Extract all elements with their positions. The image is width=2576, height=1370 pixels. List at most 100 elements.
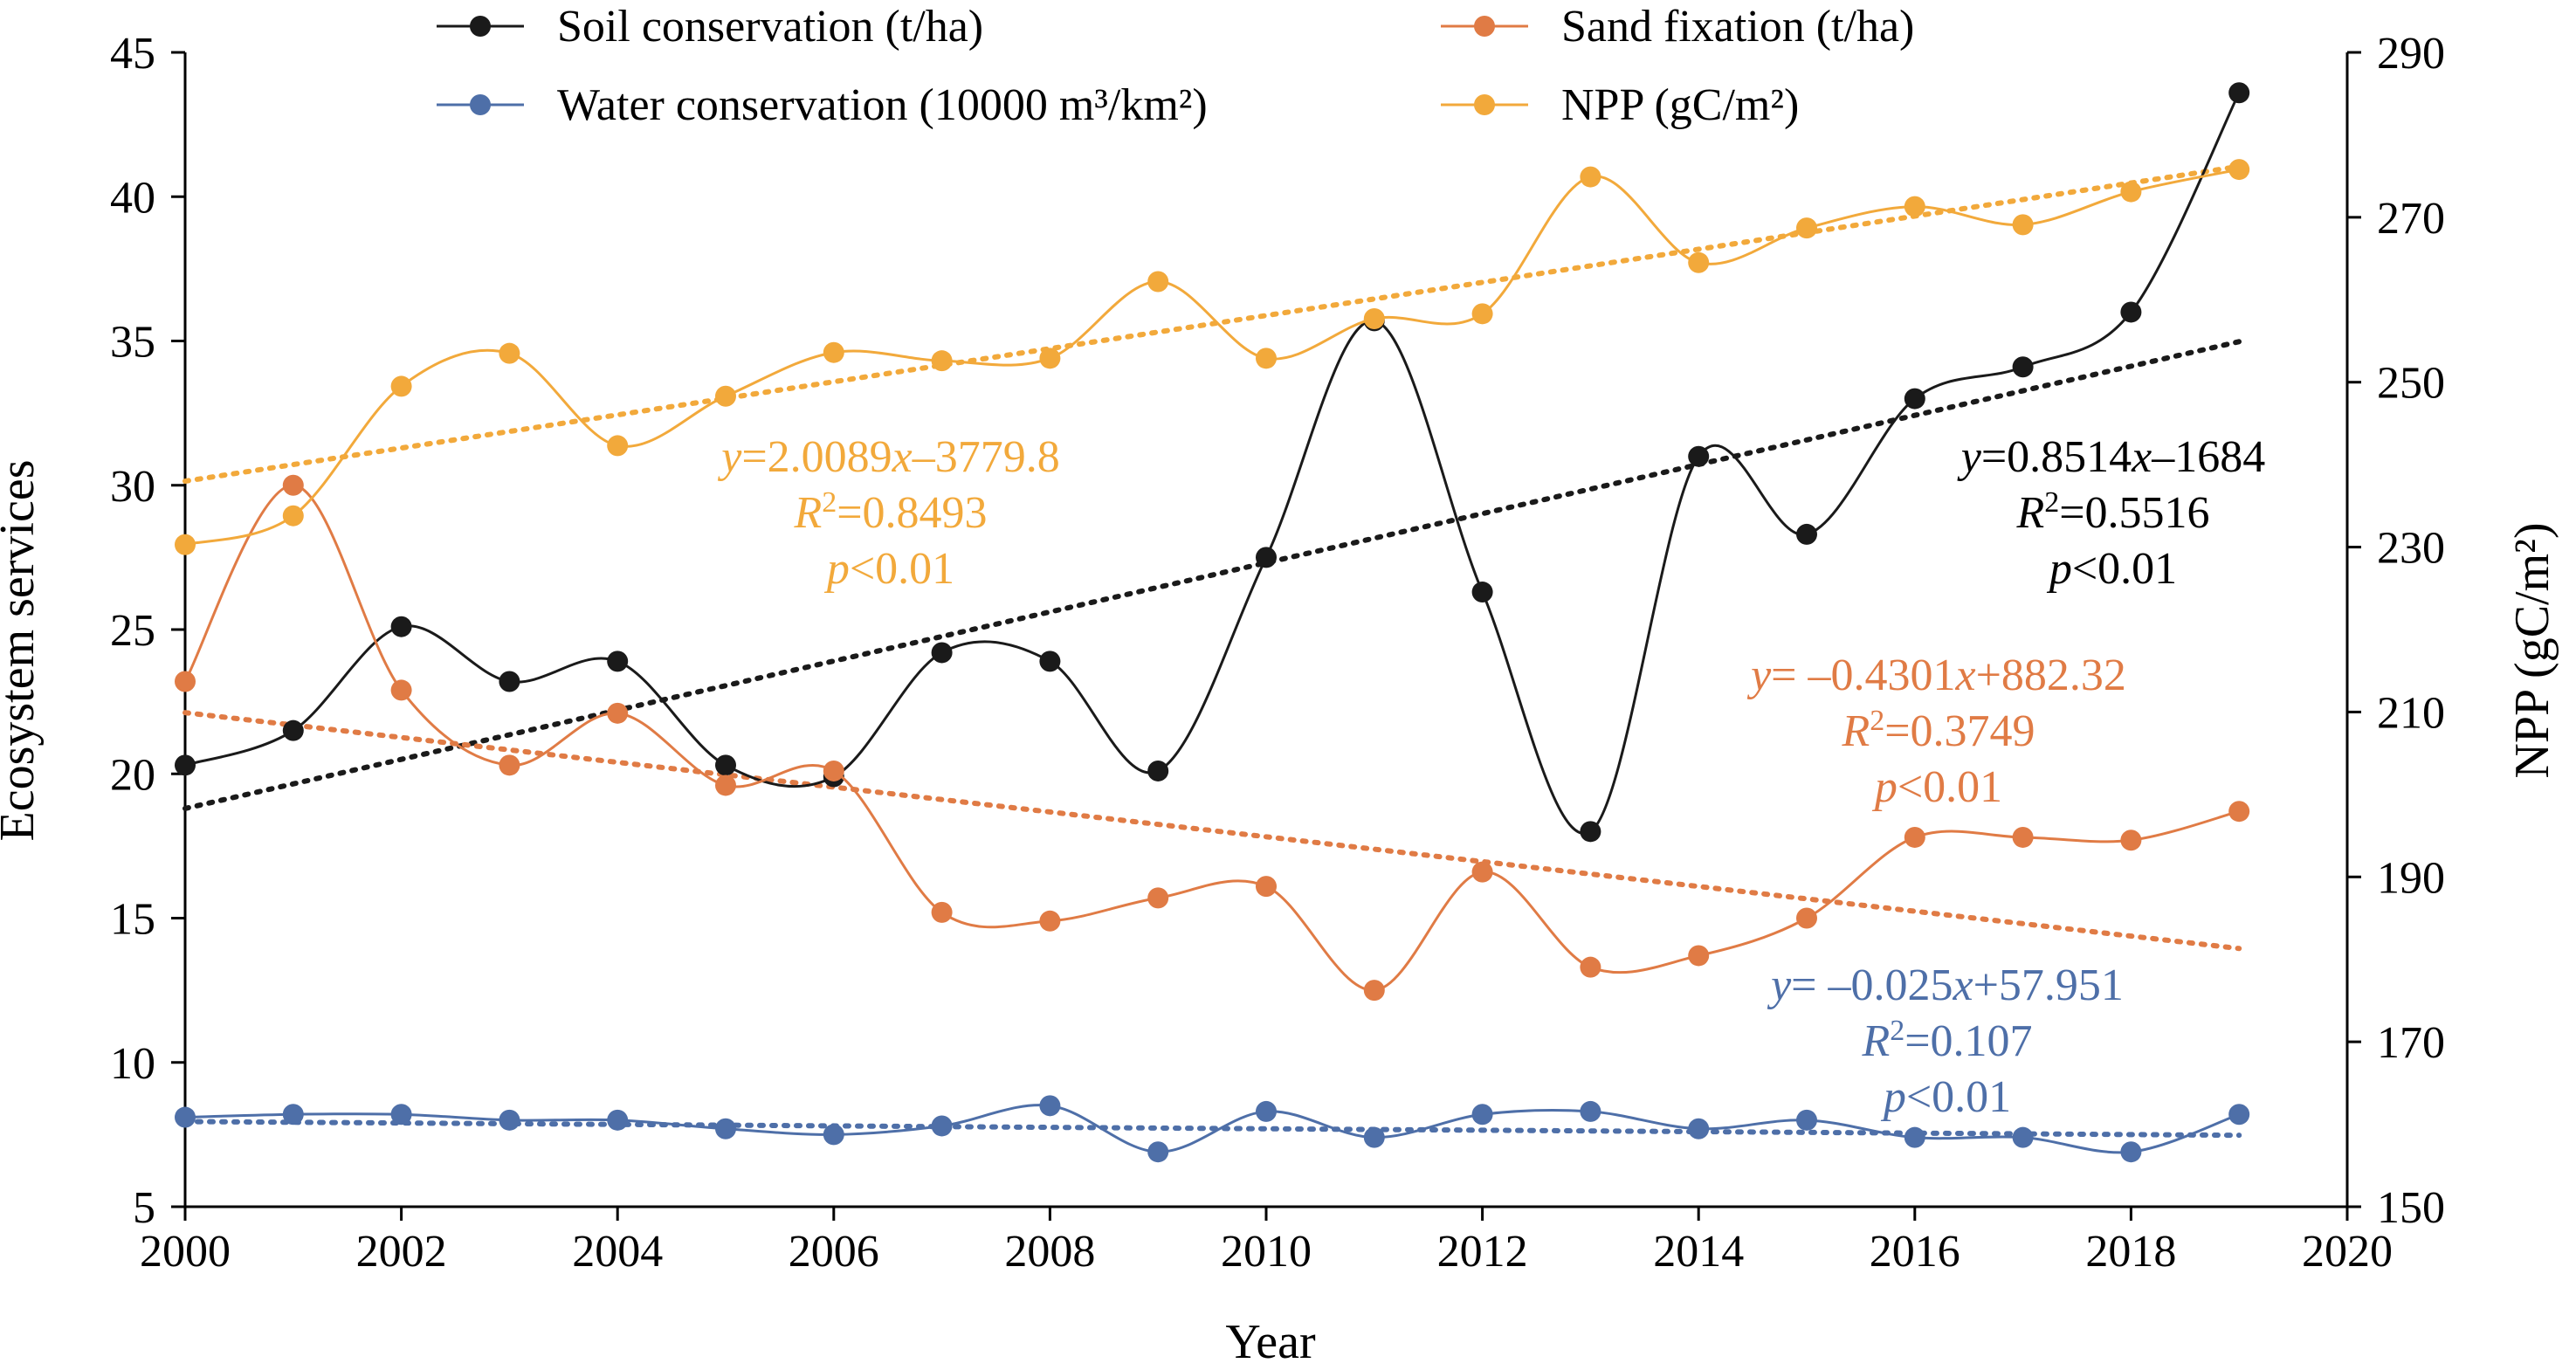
data-point-sand (1363, 980, 1385, 1002)
data-point-water (715, 1118, 736, 1139)
x-tick-label: 2006 (789, 1227, 879, 1277)
y-tick-label: 35 (110, 318, 155, 368)
y-axis-title: Ecosystem services (0, 460, 45, 842)
data-point-npp (931, 350, 953, 372)
trend-annotations: y=2.0089x–3779.8R2=0.8493p<0.01y=0.8514x… (717, 432, 2265, 1122)
annotation-line: p<0.01 (823, 544, 954, 594)
y2-axis-title: NPP (gC/m²) (2505, 522, 2559, 778)
data-point-soil (499, 671, 520, 692)
y-tick-label: 45 (110, 29, 155, 79)
legend-label: NPP (gC/m²) (1561, 80, 1799, 130)
trendline-npp (183, 163, 2242, 485)
data-point-sand (715, 774, 736, 796)
data-point-soil (1580, 821, 1601, 843)
data-point-water (390, 1104, 412, 1126)
data-point-soil (931, 642, 953, 664)
data-point-water (1039, 1095, 1061, 1117)
legend-marker (1474, 94, 1495, 115)
y2-tick-label: 290 (2377, 29, 2445, 79)
data-point-water (823, 1124, 844, 1146)
data-point-water (1688, 1118, 1710, 1139)
data-point-water (2012, 1126, 2034, 1148)
legend-label: Soil conservation (t/ha) (557, 2, 983, 52)
data-point-soil (282, 719, 304, 741)
x-tick-label: 2012 (1437, 1227, 1528, 1277)
y2-tick-label: 150 (2377, 1183, 2445, 1233)
data-point-sand (1688, 945, 1710, 967)
data-point-npp (715, 385, 736, 407)
data-point-water (282, 1104, 304, 1126)
y-tick-label: 15 (110, 895, 155, 945)
annotation-line: y= –0.025x+57.951 (1767, 960, 2124, 1010)
data-point-sand (1147, 887, 1169, 909)
data-point-npp (282, 505, 304, 527)
series-line-soil (184, 92, 2241, 836)
data-point-water (2228, 1104, 2250, 1126)
data-point-sand (931, 901, 953, 923)
data-point-npp (823, 341, 844, 363)
x-tick-label: 2000 (140, 1227, 231, 1277)
data-point-water (1147, 1141, 1169, 1163)
data-point-sand (175, 671, 196, 692)
data-point-npp (2012, 214, 2034, 236)
data-point-water (1256, 1100, 1277, 1122)
annotation-line: R2=0.3749 (1841, 705, 2035, 757)
data-point-water (2120, 1141, 2142, 1163)
legend-item-water: Water conservation (10000 m³/km²) (437, 80, 1208, 130)
data-point-npp (2120, 181, 2142, 203)
data-point-water (499, 1109, 520, 1131)
x-tick-label: 2008 (1004, 1227, 1095, 1277)
data-point-sand (390, 679, 412, 701)
data-point-water (607, 1109, 629, 1131)
series-layer (175, 82, 2250, 1163)
series-line-water (184, 1104, 2240, 1154)
annotation-line: p<0.01 (1880, 1072, 2011, 1122)
annotation-line: y= –0.4301x+882.32 (1746, 651, 2126, 700)
y2-tick-label: 270 (2377, 194, 2445, 244)
data-point-sand (1904, 826, 1925, 848)
y-tick-label: 30 (110, 462, 155, 512)
data-point-soil (715, 754, 736, 776)
data-point-sand (282, 474, 304, 496)
y2-tick-label: 230 (2377, 524, 2445, 574)
data-point-npp (1471, 303, 1493, 325)
annotation-line: R2=0.8493 (793, 486, 987, 539)
data-point-soil (2228, 82, 2250, 104)
y2-tick-label: 170 (2377, 1018, 2445, 1068)
trendline-soil (183, 339, 2242, 811)
data-point-soil (607, 651, 629, 672)
series-line-npp (184, 168, 2240, 547)
data-point-soil (1256, 547, 1277, 568)
data-point-sand (2120, 830, 2142, 851)
data-point-sand (823, 760, 844, 781)
data-point-npp (499, 342, 520, 364)
legend: Soil conservation (t/ha) Sand fixation (t… (437, 2, 1914, 130)
data-point-npp (1039, 348, 1061, 369)
data-point-water (1580, 1100, 1601, 1122)
data-point-sand (1796, 907, 1817, 929)
data-point-soil (2012, 356, 2034, 378)
x-tick-label: 2020 (2302, 1227, 2393, 1277)
annotation-line: R2=0.5516 (2015, 486, 2209, 539)
data-point-sand (2012, 826, 2034, 848)
data-point-npp (175, 534, 196, 555)
data-point-npp (1147, 271, 1169, 293)
y-tick-label: 20 (110, 750, 155, 800)
data-point-water (931, 1115, 953, 1137)
legend-marker (470, 16, 491, 37)
data-point-water (175, 1106, 196, 1128)
legend-item-npp: NPP (gC/m²) (1441, 80, 1799, 130)
series-line-sand (183, 484, 2240, 992)
data-point-npp (1904, 196, 1925, 217)
data-point-npp (1256, 348, 1277, 369)
data-point-npp (1688, 251, 1710, 273)
data-point-sand (499, 754, 520, 776)
x-tick-label: 2018 (2085, 1227, 2176, 1277)
y2-tick-label: 190 (2377, 853, 2445, 903)
x-tick-label: 2016 (1870, 1227, 1960, 1277)
data-point-soil (1147, 760, 1169, 781)
annotation-line: y=2.0089x–3779.8 (717, 432, 1060, 482)
data-point-sand (1580, 956, 1601, 978)
